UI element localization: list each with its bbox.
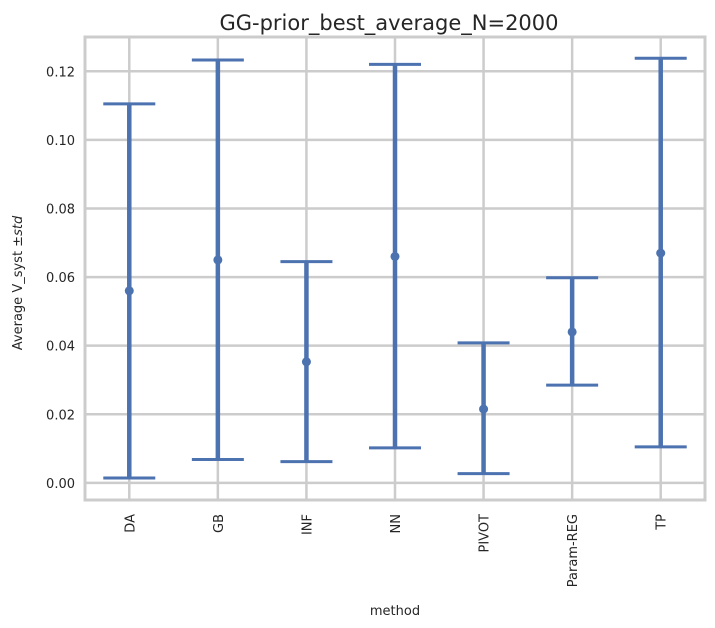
error-bars	[103, 56, 687, 480]
y-tick-label: 0.04	[46, 340, 75, 355]
mean-point	[390, 251, 400, 261]
y-tick-label: 0.08	[46, 202, 75, 217]
y-tick-label: 0.00	[46, 477, 75, 492]
x-axis-label: method	[370, 604, 420, 619]
mean-point	[656, 248, 666, 258]
x-tick-label: INF	[300, 514, 315, 535]
y-tick-label: 0.02	[46, 408, 75, 423]
tick-labels: 0.00 0.02 0.04 0.06 0.08 0.10 0.12 DA GB INF NN PIV…	[46, 65, 670, 587]
mean-point	[479, 404, 489, 414]
y-axis-label: Average V_syst ±std	[11, 215, 26, 350]
mean-point	[301, 357, 311, 367]
x-tick-label: GB	[212, 514, 227, 533]
y-tick-label: 0.10	[46, 134, 75, 149]
mean-point	[124, 286, 134, 296]
x-tick-label: DA	[123, 514, 138, 533]
x-tick-label: NN	[389, 514, 404, 533]
x-tick-label: Param-REG	[566, 514, 581, 587]
x-tick-label: TP	[655, 514, 670, 531]
mean-point	[567, 327, 577, 337]
y-tick-label: 0.06	[46, 271, 75, 286]
y-axis-label-italic: std	[11, 215, 26, 236]
x-tick-label: PIVOT	[478, 514, 493, 553]
mean-point	[213, 255, 223, 265]
plot-frame	[83, 35, 707, 502]
chart-title: GG-prior_best_average_N=2000	[219, 11, 558, 36]
y-axis-label-text: Average V_syst ±	[11, 236, 26, 350]
y-tick-label: 0.12	[46, 65, 75, 80]
